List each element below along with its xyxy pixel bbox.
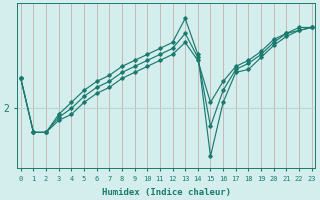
X-axis label: Humidex (Indice chaleur): Humidex (Indice chaleur) bbox=[102, 188, 231, 197]
